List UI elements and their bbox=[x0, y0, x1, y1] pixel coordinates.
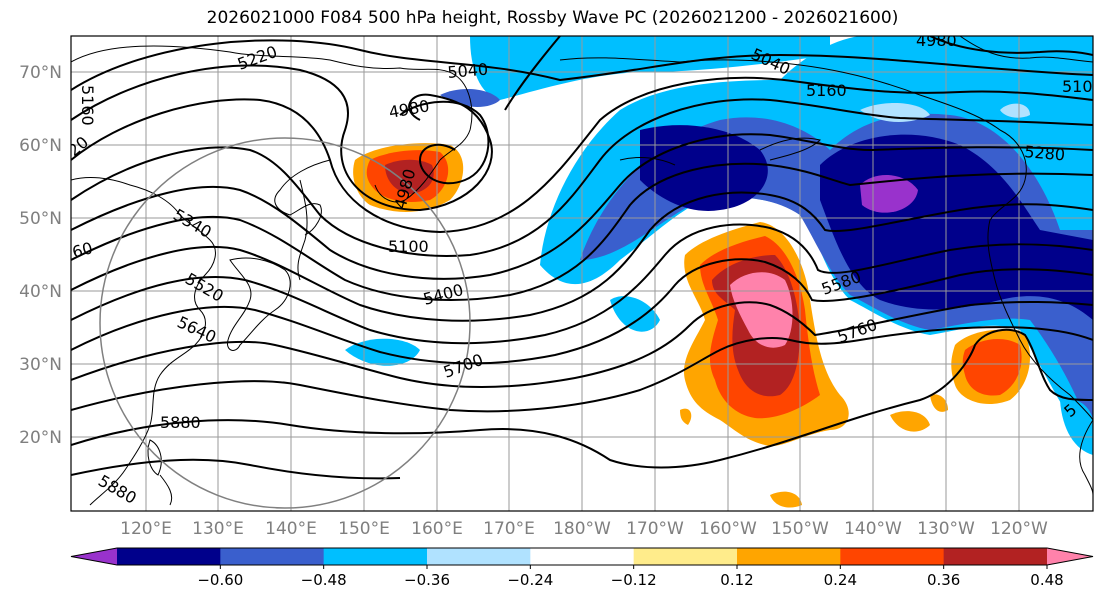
colorbar-swatch bbox=[943, 548, 1048, 565]
colorbar-swatch bbox=[840, 548, 945, 565]
colorbar-tick-label: 0.48 bbox=[1030, 571, 1063, 589]
lon-label: 150°E bbox=[338, 519, 390, 539]
height-contours bbox=[71, 36, 1093, 480]
coastlines bbox=[71, 36, 1093, 506]
colorbar-swatch bbox=[117, 548, 221, 565]
contour-label: 60 bbox=[70, 238, 95, 262]
colorbar-swatch bbox=[427, 548, 531, 565]
region-circle bbox=[99, 137, 471, 509]
lon-label: 180°W bbox=[553, 519, 611, 539]
contour-label: 5880 bbox=[160, 413, 201, 432]
colorbar-swatch bbox=[737, 548, 841, 565]
contour-label: 5040 bbox=[447, 60, 489, 82]
colorbar-tick-label: −0.36 bbox=[404, 571, 450, 589]
colorbar-swatch bbox=[71, 548, 117, 565]
colorbar-tick-label: 0.24 bbox=[824, 571, 857, 589]
lat-label: 20°N bbox=[19, 428, 62, 448]
latitude-labels: 70°N 60°N 50°N 40°N 30°N 20°N bbox=[19, 63, 62, 448]
lat-label: 30°N bbox=[19, 355, 62, 375]
lon-label: 150°W bbox=[771, 519, 829, 539]
map-frame bbox=[70, 35, 1094, 512]
colorbar-swatch bbox=[323, 548, 428, 565]
lat-label: 50°N bbox=[19, 209, 62, 229]
contour-label: 510 bbox=[1062, 77, 1093, 96]
colorbar-swatch bbox=[530, 548, 635, 565]
colorbar-tick-label: −0.24 bbox=[507, 571, 553, 589]
positive-anomaly-field bbox=[353, 143, 1030, 508]
lon-label: 160°W bbox=[699, 519, 757, 539]
colorbar-tick-label: 0.36 bbox=[927, 571, 960, 589]
contour-label: 5160 bbox=[78, 85, 97, 126]
contour-label: 4980 bbox=[916, 31, 957, 50]
longitude-labels: 120°E 130°E 140°E 150°E 160°E 170°E 180°… bbox=[120, 519, 1048, 539]
lat-label: 70°N bbox=[19, 63, 62, 83]
contour-label: 5280 bbox=[1024, 142, 1066, 164]
colorbar-tick-label: −0.12 bbox=[611, 571, 657, 589]
contour-label: 5100 bbox=[388, 237, 429, 256]
colorbar-swatch bbox=[1047, 548, 1093, 565]
graticule bbox=[71, 36, 1093, 511]
lon-label: 120°W bbox=[990, 519, 1048, 539]
colorbar-tick-label: −0.60 bbox=[197, 571, 243, 589]
lon-label: 160°E bbox=[411, 519, 463, 539]
colorbar: −0.60 −0.48 −0.36 −0.24 −0.12 0.12 0.24 0.36 0.4… bbox=[70, 547, 1094, 589]
lon-label: 170°E bbox=[483, 519, 535, 539]
lon-label: 170°W bbox=[626, 519, 684, 539]
colorbar-outline bbox=[70, 547, 1094, 566]
colorbar-tick-label: −0.48 bbox=[301, 571, 347, 589]
contour-label: 5160 bbox=[806, 81, 847, 100]
lon-label: 140°W bbox=[844, 519, 902, 539]
colorbar-tick-label: 0.12 bbox=[720, 571, 753, 589]
lon-label: 120°E bbox=[120, 519, 172, 539]
map-title: 2026021000 F084 500 hPa height, Rossby W… bbox=[206, 8, 899, 28]
colorbar-swatch bbox=[633, 548, 738, 565]
lon-label: 130°W bbox=[917, 519, 975, 539]
lat-label: 40°N bbox=[19, 282, 62, 302]
colorbar-swatch bbox=[220, 548, 325, 565]
lat-label: 60°N bbox=[19, 136, 62, 156]
lon-label: 140°E bbox=[265, 519, 317, 539]
lon-label: 130°E bbox=[192, 519, 244, 539]
